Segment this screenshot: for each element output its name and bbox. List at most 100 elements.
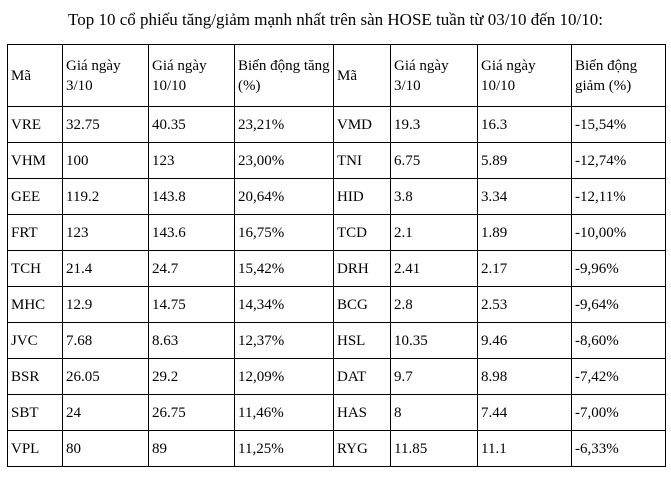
table-row: TCH 21.4 24.7 15,42% DRH 2.41 2.17 -9,96%	[7, 250, 666, 287]
loser-price-0310: 2.8	[390, 286, 478, 323]
loser-price-1010: 16.3	[477, 106, 572, 143]
header-loser-change: Biến động giảm (%)	[571, 44, 666, 107]
loser-price-1010: 2.17	[477, 250, 572, 287]
loser-price-1010: 3.34	[477, 178, 572, 215]
loser-price-0310: 6.75	[390, 142, 478, 179]
gainer-price-0310: 123	[62, 214, 149, 251]
loser-price-1010: 11.1	[477, 430, 572, 467]
gainer-ticker: VPL	[7, 430, 63, 467]
gainer-change: 11,25%	[234, 430, 334, 467]
gainer-change: 20,64%	[234, 178, 334, 215]
loser-price-0310: 2.1	[390, 214, 478, 251]
loser-price-0310: 2.41	[390, 250, 478, 287]
table-row: VPL 80 89 11,25% RYG 11.85 11.1 -6,33%	[7, 430, 666, 467]
loser-price-1010: 9.46	[477, 322, 572, 359]
loser-price-0310: 9.7	[390, 358, 478, 395]
stock-table: Mã Giá ngày 3/10 Giá ngày 10/10 Biến độn…	[7, 44, 666, 467]
gainer-ticker: SBT	[7, 394, 63, 431]
loser-ticker: HID	[333, 178, 391, 215]
gainer-price-0310: 80	[62, 430, 149, 467]
gainer-price-1010: 143.8	[148, 178, 235, 215]
table-row: BSR 26.05 29.2 12,09% DAT 9.7 8.98 -7,42%	[7, 358, 666, 395]
table-row: SBT 24 26.75 11,46% HAS 8 7.44 -7,00%	[7, 394, 666, 431]
gainer-ticker: FRT	[7, 214, 63, 251]
loser-change: -15,54%	[571, 106, 666, 143]
loser-price-0310: 19.3	[390, 106, 478, 143]
gainer-change: 12,09%	[234, 358, 334, 395]
gainer-price-1010: 29.2	[148, 358, 235, 395]
loser-ticker: RYG	[333, 430, 391, 467]
header-gainer-price-0310: Giá ngày 3/10	[62, 44, 149, 107]
gainer-ticker: JVC	[7, 322, 63, 359]
header-loser-price-0310: Giá ngày 3/10	[390, 44, 478, 107]
header-gainer-change: Biến động tăng (%)	[234, 44, 334, 107]
loser-price-0310: 3.8	[390, 178, 478, 215]
loser-price-0310: 11.85	[390, 430, 478, 467]
loser-ticker: DAT	[333, 358, 391, 395]
page: { "title": "Top 10 cổ phiếu tăng/giảm mạ…	[0, 8, 671, 485]
gainer-price-0310: 119.2	[62, 178, 149, 215]
table-row: VHM 100 123 23,00% TNI 6.75 5.89 -12,74%	[7, 142, 666, 179]
header-gainer-ticker: Mã	[7, 44, 63, 107]
gainer-price-1010: 89	[148, 430, 235, 467]
gainer-ticker: TCH	[7, 250, 63, 287]
gainer-price-1010: 143.6	[148, 214, 235, 251]
loser-ticker: DRH	[333, 250, 391, 287]
loser-change: -8,60%	[571, 322, 666, 359]
loser-change: -7,42%	[571, 358, 666, 395]
loser-ticker: HSL	[333, 322, 391, 359]
gainer-ticker: BSR	[7, 358, 63, 395]
gainer-change: 16,75%	[234, 214, 334, 251]
gainer-price-1010: 40.35	[148, 106, 235, 143]
gainer-price-0310: 24	[62, 394, 149, 431]
gainer-price-0310: 7.68	[62, 322, 149, 359]
loser-change: -12,11%	[571, 178, 666, 215]
table-row: VRE 32.75 40.35 23,21% VMD 19.3 16.3 -15,54%	[7, 106, 666, 143]
loser-change: -9,64%	[571, 286, 666, 323]
gainer-change: 15,42%	[234, 250, 334, 287]
loser-price-1010: 8.98	[477, 358, 572, 395]
header-row: Mã Giá ngày 3/10 Giá ngày 10/10 Biến độn…	[7, 44, 666, 107]
loser-ticker: VMD	[333, 106, 391, 143]
gainer-change: 23,00%	[234, 142, 334, 179]
loser-price-1010: 2.53	[477, 286, 572, 323]
table-row: MHC 12.9 14.75 14,34% BCG 2.8 2.53 -9,64%	[7, 286, 666, 323]
gainer-ticker: GEE	[7, 178, 63, 215]
loser-price-0310: 10.35	[390, 322, 478, 359]
gainer-ticker: VHM	[7, 142, 63, 179]
loser-ticker: BCG	[333, 286, 391, 323]
gainer-price-1010: 8.63	[148, 322, 235, 359]
page-title: Top 10 cổ phiếu tăng/giảm mạnh nhất trên…	[68, 10, 603, 29]
gainer-change: 23,21%	[234, 106, 334, 143]
loser-change: -12,74%	[571, 142, 666, 179]
loser-change: -9,96%	[571, 250, 666, 287]
gainer-ticker: MHC	[7, 286, 63, 323]
gainer-price-1010: 24.7	[148, 250, 235, 287]
gainer-price-1010: 123	[148, 142, 235, 179]
gainer-change: 14,34%	[234, 286, 334, 323]
gainer-price-0310: 12.9	[62, 286, 149, 323]
loser-change: -7,00%	[571, 394, 666, 431]
loser-ticker: HAS	[333, 394, 391, 431]
loser-ticker: TNI	[333, 142, 391, 179]
table-body: VRE 32.75 40.35 23,21% VMD 19.3 16.3 -15,54% VHM…	[7, 106, 666, 467]
table-row: GEE 119.2 143.8 20,64% HID 3.8 3.34 -12,11%	[7, 178, 666, 215]
table-row: JVC 7.68 8.63 12,37% HSL 10.35 9.46 -8,60%	[7, 322, 666, 359]
loser-change: -10,00%	[571, 214, 666, 251]
gainer-ticker: VRE	[7, 106, 63, 143]
header-loser-price-1010: Giá ngày 10/10	[477, 44, 572, 107]
gainer-price-0310: 26.05	[62, 358, 149, 395]
loser-price-1010: 7.44	[477, 394, 572, 431]
loser-change: -6,33%	[571, 430, 666, 467]
gainer-price-0310: 32.75	[62, 106, 149, 143]
gainer-price-0310: 100	[62, 142, 149, 179]
loser-price-0310: 8	[390, 394, 478, 431]
gainer-price-1010: 26.75	[148, 394, 235, 431]
gainer-change: 12,37%	[234, 322, 334, 359]
loser-ticker: TCD	[333, 214, 391, 251]
loser-price-1010: 5.89	[477, 142, 572, 179]
gainer-change: 11,46%	[234, 394, 334, 431]
header-gainer-price-1010: Giá ngày 10/10	[148, 44, 235, 107]
gainer-price-0310: 21.4	[62, 250, 149, 287]
gainer-price-1010: 14.75	[148, 286, 235, 323]
